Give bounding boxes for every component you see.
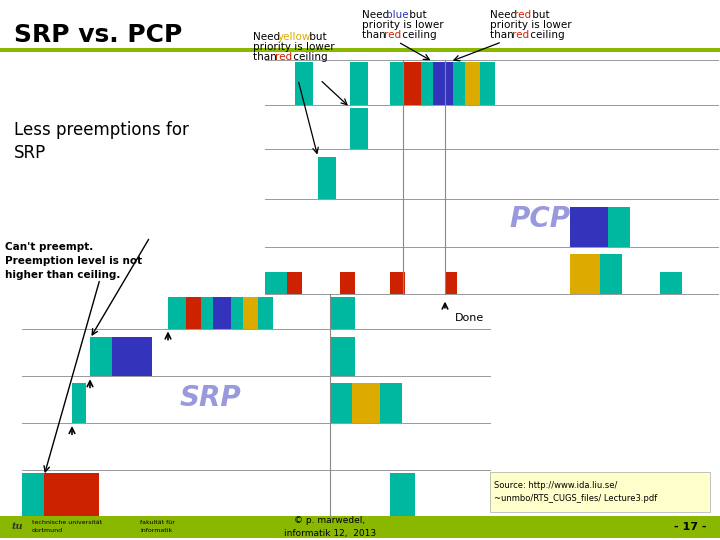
Text: red: red: [384, 30, 401, 40]
Bar: [350, 107, 368, 150]
Text: priority is lower: priority is lower: [362, 20, 444, 30]
Text: but: but: [529, 10, 549, 20]
Bar: [90, 336, 112, 376]
Text: but: but: [306, 32, 327, 42]
Bar: [0, 48, 720, 52]
Text: Less preemptions for
SRP: Less preemptions for SRP: [14, 120, 189, 162]
Text: red: red: [514, 10, 531, 20]
Text: Done: Done: [455, 313, 485, 323]
Text: than: than: [490, 30, 517, 40]
Bar: [453, 62, 465, 105]
Text: but: but: [406, 10, 427, 20]
Bar: [201, 297, 213, 329]
Bar: [490, 472, 710, 512]
Bar: [186, 297, 201, 329]
Text: ceiling: ceiling: [290, 52, 328, 62]
Text: - 17 -: - 17 -: [674, 522, 706, 532]
Text: SRP: SRP: [179, 384, 241, 413]
Bar: [570, 254, 600, 294]
Text: than: than: [253, 52, 280, 62]
Bar: [168, 297, 186, 329]
Text: priority is lower: priority is lower: [253, 42, 335, 52]
Bar: [295, 62, 313, 105]
Text: ceiling: ceiling: [399, 30, 436, 40]
Bar: [390, 473, 415, 516]
Text: ceiling: ceiling: [527, 30, 564, 40]
Bar: [600, 254, 622, 294]
Bar: [570, 207, 608, 247]
Bar: [330, 297, 355, 329]
Text: dortmund: dortmund: [32, 528, 63, 533]
Bar: [318, 157, 336, 199]
Bar: [445, 272, 457, 294]
Text: PCP: PCP: [510, 205, 570, 233]
Text: red: red: [512, 30, 529, 40]
Bar: [22, 473, 44, 516]
Bar: [480, 62, 495, 105]
Bar: [243, 297, 258, 329]
Text: informatik: informatik: [140, 528, 172, 533]
Text: red: red: [275, 52, 292, 62]
Bar: [72, 383, 86, 423]
Text: SRP vs. PCP: SRP vs. PCP: [14, 23, 182, 47]
Bar: [390, 62, 403, 105]
Text: tu: tu: [12, 522, 24, 531]
Bar: [608, 207, 630, 247]
Text: Need: Need: [490, 10, 521, 20]
Bar: [660, 272, 682, 294]
Bar: [490, 472, 710, 512]
Text: Need: Need: [253, 32, 284, 42]
Text: fakultät für: fakultät für: [140, 520, 175, 525]
Bar: [380, 383, 402, 423]
Text: priority is lower: priority is lower: [490, 20, 572, 30]
Bar: [465, 62, 480, 105]
Bar: [44, 473, 99, 516]
Text: © p. marwedel,
informatik 12,  2013: © p. marwedel, informatik 12, 2013: [284, 516, 376, 537]
Bar: [265, 272, 287, 294]
Text: Source: http://www.ida.liu.se/
~unmbo/RTS_CUGS_files/ Lecture3.pdf: Source: http://www.ida.liu.se/ ~unmbo/RT…: [494, 481, 657, 503]
Bar: [340, 272, 355, 294]
Bar: [390, 272, 405, 294]
Bar: [330, 336, 355, 376]
Text: yellow: yellow: [278, 32, 311, 42]
Bar: [213, 297, 231, 329]
Bar: [403, 62, 421, 105]
Bar: [330, 383, 352, 423]
Text: fi: fi: [120, 522, 127, 532]
Bar: [112, 336, 152, 376]
Text: than: than: [362, 30, 389, 40]
Text: technische universität: technische universität: [32, 520, 102, 525]
Text: Can't preempt.
Preemption level is not
higher than ceiling.: Can't preempt. Preemption level is not h…: [5, 242, 142, 280]
Bar: [433, 62, 453, 105]
Bar: [352, 383, 380, 423]
Bar: [0, 516, 720, 538]
Bar: [287, 272, 302, 294]
Bar: [350, 62, 368, 105]
Bar: [258, 297, 273, 329]
Text: blue: blue: [386, 10, 409, 20]
Bar: [421, 62, 433, 105]
Text: Need: Need: [362, 10, 392, 20]
Bar: [231, 297, 243, 329]
